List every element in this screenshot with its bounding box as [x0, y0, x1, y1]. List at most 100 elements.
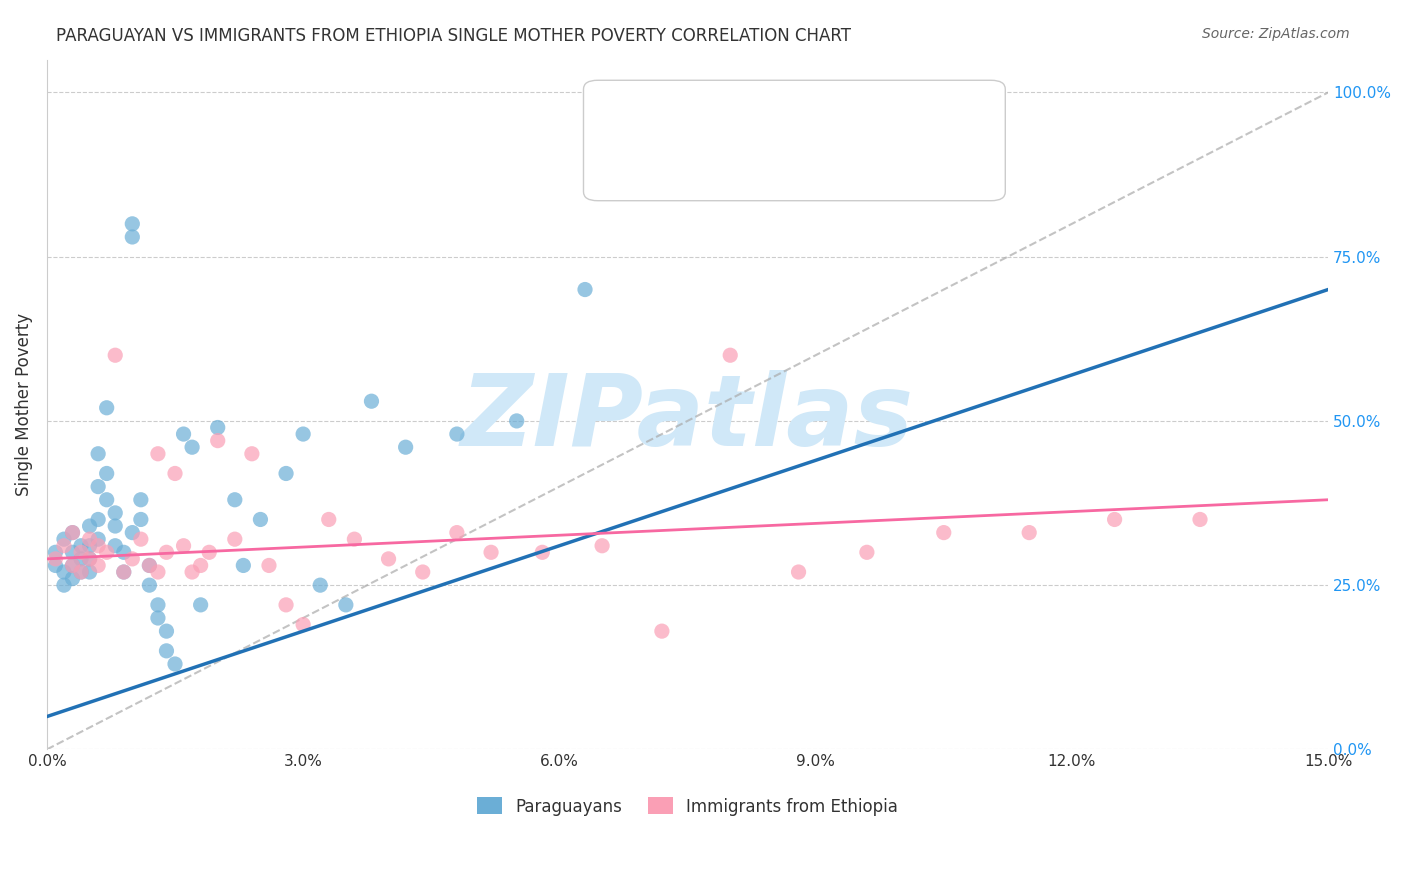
Point: [309, 578, 332, 592]
Point: [129, 492, 152, 507]
Point: [104, 519, 127, 533]
Point: [87, 512, 110, 526]
Point: [343, 532, 366, 546]
Point: [318, 512, 340, 526]
Point: [104, 506, 127, 520]
Text: 0.419: 0.419: [661, 94, 717, 112]
Point: [146, 598, 169, 612]
Point: [446, 427, 468, 442]
Point: [173, 539, 195, 553]
Point: [412, 565, 434, 579]
Point: [112, 565, 135, 579]
Point: [232, 558, 254, 573]
Point: [87, 558, 110, 573]
Point: [856, 545, 879, 559]
Point: [52, 532, 75, 546]
Point: [87, 447, 110, 461]
Point: [70, 552, 93, 566]
Point: [395, 440, 418, 454]
Point: [104, 539, 127, 553]
Point: [377, 552, 399, 566]
Point: [79, 519, 101, 533]
Point: [505, 414, 527, 428]
Text: PARAGUAYAN VS IMMIGRANTS FROM ETHIOPIA SINGLE MOTHER POVERTY CORRELATION CHART: PARAGUAYAN VS IMMIGRANTS FROM ETHIOPIA S…: [56, 27, 851, 45]
Point: [62, 525, 84, 540]
Point: [155, 624, 177, 639]
Text: 0.138: 0.138: [661, 143, 718, 161]
Point: [249, 512, 271, 526]
Point: [574, 283, 596, 297]
Text: R =: R =: [612, 143, 662, 161]
Point: [146, 447, 169, 461]
Point: [138, 558, 160, 573]
Point: [479, 545, 502, 559]
Point: [96, 545, 118, 559]
Point: [70, 539, 93, 553]
Point: [146, 611, 169, 625]
Point: [198, 545, 221, 559]
Point: [591, 539, 613, 553]
Point: [62, 558, 84, 573]
Point: [146, 565, 169, 579]
Text: N =: N =: [717, 94, 775, 112]
Point: [62, 572, 84, 586]
Point: [207, 420, 229, 434]
Point: [104, 348, 127, 362]
Point: [70, 565, 93, 579]
Point: [44, 545, 66, 559]
Point: [651, 624, 673, 639]
Point: [718, 348, 741, 362]
Point: [121, 217, 143, 231]
Point: [181, 565, 204, 579]
Point: [96, 401, 118, 415]
Point: [79, 532, 101, 546]
Point: [112, 545, 135, 559]
Point: [360, 394, 382, 409]
Point: [79, 565, 101, 579]
Text: Source: ZipAtlas.com: Source: ZipAtlas.com: [1202, 27, 1350, 41]
Point: [52, 539, 75, 553]
Point: [87, 532, 110, 546]
Point: [52, 578, 75, 592]
Point: [87, 480, 110, 494]
Text: N =: N =: [717, 143, 775, 161]
Point: [87, 539, 110, 553]
Point: [121, 525, 143, 540]
Point: [138, 558, 160, 573]
Point: [446, 525, 468, 540]
Point: [62, 558, 84, 573]
Text: 57: 57: [773, 94, 799, 112]
Point: [96, 467, 118, 481]
Point: [787, 565, 810, 579]
Point: [292, 617, 315, 632]
Point: [190, 558, 212, 573]
Point: [163, 467, 186, 481]
Point: [1104, 512, 1126, 526]
Point: [163, 657, 186, 671]
Point: [44, 552, 66, 566]
Text: R =: R =: [612, 94, 662, 112]
Point: [79, 552, 101, 566]
Point: [138, 578, 160, 592]
Point: [932, 525, 955, 540]
Point: [335, 598, 357, 612]
Point: [44, 558, 66, 573]
Point: [79, 539, 101, 553]
Point: [1018, 525, 1040, 540]
Point: [79, 552, 101, 566]
Y-axis label: Single Mother Poverty: Single Mother Poverty: [15, 313, 32, 496]
Point: [173, 427, 195, 442]
Point: [659, 118, 682, 132]
Point: [240, 447, 263, 461]
Point: [129, 512, 152, 526]
Point: [129, 532, 152, 546]
Point: [190, 598, 212, 612]
Legend: Paraguayans, Immigrants from Ethiopia: Paraguayans, Immigrants from Ethiopia: [470, 789, 905, 824]
Point: [257, 558, 280, 573]
Point: [112, 565, 135, 579]
Point: [292, 427, 315, 442]
Text: ZIPatlas: ZIPatlas: [461, 370, 914, 467]
Point: [155, 644, 177, 658]
Point: [181, 440, 204, 454]
Point: [121, 230, 143, 244]
